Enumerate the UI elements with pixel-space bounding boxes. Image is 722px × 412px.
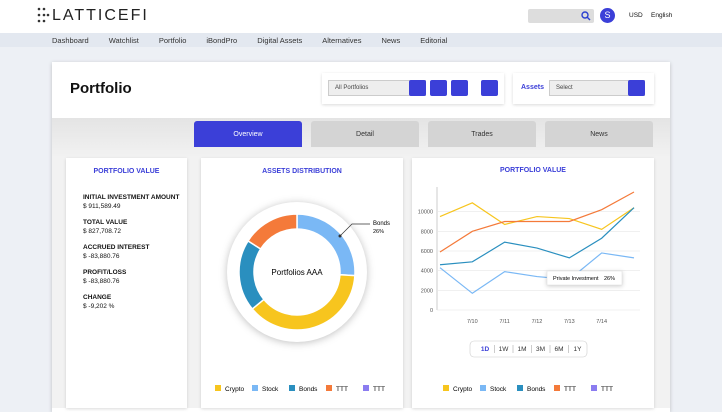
y-tick-label: 4000 — [421, 269, 433, 275]
legend-label: Crypto — [225, 386, 245, 393]
legend-label: Bonds — [527, 386, 546, 393]
delete-button[interactable] — [451, 80, 468, 96]
period-button[interactable]: 1W — [499, 346, 510, 353]
card-title: PORTFOLIO VALUE — [500, 167, 566, 174]
y-tick-label: 6000 — [421, 249, 433, 255]
folder-button[interactable] — [481, 80, 498, 96]
nav-item[interactable]: Digital Assets — [257, 35, 303, 45]
legend-swatch — [363, 385, 369, 391]
legend-swatch — [480, 385, 486, 391]
x-tick-label: 7/10 — [467, 319, 478, 325]
legend-label: Stock — [262, 386, 279, 393]
logo — [37, 7, 50, 23]
legend-swatch — [326, 385, 332, 391]
dropdown-button[interactable] — [628, 80, 645, 96]
assets-label: Assets — [521, 84, 544, 91]
avatar[interactable]: S — [600, 8, 615, 23]
summary-value: $ 911,589.49 — [83, 203, 121, 210]
tab[interactable]: Detail — [311, 121, 419, 147]
summary-value: $ -9,202 % — [83, 303, 115, 310]
nav-item[interactable]: Portfolio — [158, 35, 187, 45]
y-tick-label: 10000 — [418, 210, 433, 216]
edit-button[interactable] — [430, 80, 447, 96]
x-tick-label: 7/13 — [564, 319, 575, 325]
summary-label: ACCRUED INTEREST — [83, 244, 150, 251]
tooltip-value: 26% — [604, 276, 615, 282]
annotation-value: 26% — [373, 229, 384, 235]
brand: LATTICEFI — [52, 7, 149, 24]
summary-label: TOTAL VALUE — [83, 219, 128, 226]
nav-item[interactable]: iBondPro — [206, 35, 238, 45]
period-button[interactable]: 6M — [554, 346, 563, 353]
summary-card: PORTFOLIO VALUE INITIAL INVESTMENT AMOUN… — [66, 158, 187, 408]
summary-label: PROFIT/LOSS — [83, 269, 127, 276]
tooltip-label: Private Investment — [553, 276, 599, 282]
legend-label: Crypto — [453, 386, 473, 393]
summary-value: $ -83,880.76 — [83, 278, 120, 285]
legend-label: TTT — [336, 386, 348, 393]
nav-item[interactable]: Dashboard — [52, 35, 89, 45]
dropdown-button[interactable] — [409, 80, 426, 96]
legend-swatch — [289, 385, 295, 391]
tab[interactable]: Trades — [428, 121, 536, 147]
x-tick-label: 7/14 — [596, 319, 607, 325]
summary-label: CHANGE — [83, 294, 112, 301]
donut-center-label: Portfolios AAA — [271, 268, 323, 277]
currency[interactable]: USD — [629, 12, 643, 19]
period-selector — [469, 340, 588, 358]
period-button[interactable]: 3M — [536, 346, 545, 353]
line-series — [439, 202, 635, 231]
line-series — [439, 207, 635, 266]
annotation-line — [339, 223, 370, 237]
nav-item[interactable]: Alternatives — [322, 35, 362, 45]
portfolio-select[interactable]: All Portfolios — [328, 80, 426, 96]
legend-label: Bonds — [299, 386, 318, 393]
y-tick-label: 8000 — [421, 229, 433, 235]
nav-bar: Dashboard Watchlist Portfolio iBondPro Digit… — [0, 33, 722, 47]
x-tick-label: 7/11 — [500, 319, 510, 325]
summary-value: $ -83,880.76 — [83, 253, 120, 260]
card-title: PORTFOLIO VALUE — [93, 168, 160, 175]
period-button[interactable]: 1D — [481, 346, 490, 353]
nav-item[interactable]: Watchlist — [108, 35, 139, 45]
legend-swatch — [554, 385, 560, 391]
line-series — [439, 191, 635, 253]
legend-swatch — [215, 385, 221, 391]
page-title: Portfolio — [70, 80, 132, 97]
nav-item[interactable]: Editorial — [420, 35, 448, 45]
language[interactable]: English — [651, 12, 673, 19]
legend-swatch — [443, 385, 449, 391]
legend-label: TTT — [373, 386, 385, 393]
tab[interactable]: News — [545, 121, 653, 147]
tooltip — [546, 270, 623, 286]
line-series — [439, 252, 635, 295]
x-tick-label: 7/12 — [532, 319, 543, 325]
nav-item[interactable]: News — [381, 35, 401, 45]
summary-label: INITIAL INVESTMENT AMOUNT — [83, 194, 180, 201]
summary-value: $ 827,708.72 — [83, 228, 121, 235]
legend-label: Stock — [490, 386, 507, 393]
annotation-label: Bonds — [373, 221, 390, 227]
legend-swatch — [591, 385, 597, 391]
search[interactable] — [528, 9, 594, 23]
donut-slice — [246, 213, 298, 250]
y-tick-label: 0 — [430, 308, 433, 314]
legend-label: TTT — [564, 386, 576, 393]
period-button[interactable]: 1Y — [574, 346, 583, 353]
annotation-dot — [338, 234, 342, 238]
header: LATTICEFI S USD English — [0, 0, 722, 33]
card-title: ASSETS DISTRIBUTION — [262, 168, 342, 175]
legend-swatch — [517, 385, 523, 391]
y-tick-label: 2000 — [421, 288, 433, 294]
legend-label: TTT — [601, 386, 613, 393]
tab[interactable]: Overview — [194, 121, 302, 147]
period-button[interactable]: 1M — [517, 346, 526, 353]
legend-swatch — [252, 385, 258, 391]
